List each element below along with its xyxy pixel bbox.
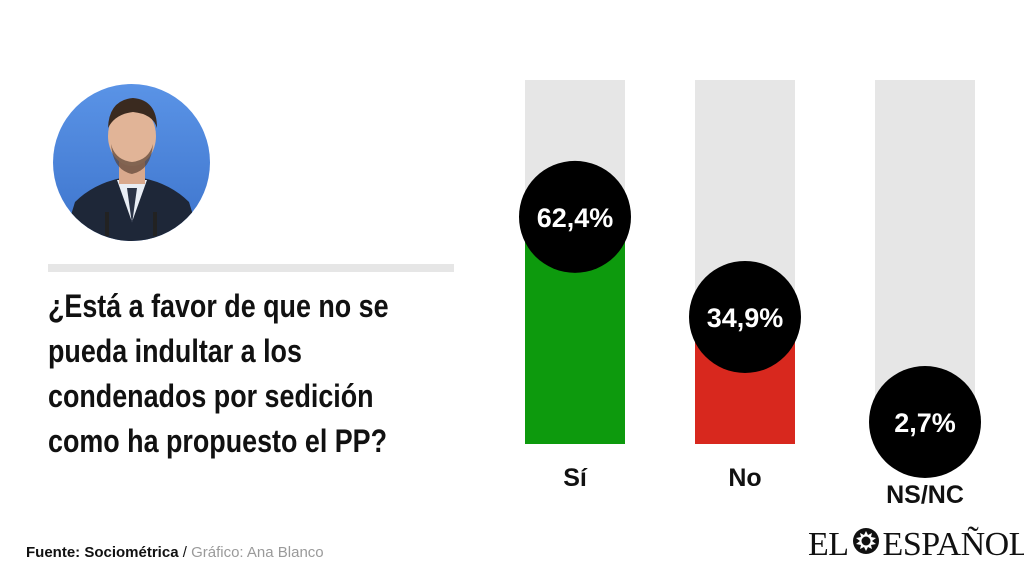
source-text: Fuente: Sociométrica — [26, 544, 179, 561]
el-espanol-logo: EL ESPAÑOL — [808, 526, 1024, 564]
lion-icon — [851, 526, 881, 565]
credit-text: Gráfico: Ana Blanco — [191, 544, 324, 561]
survey-question: ¿Está a favor de que no se pueda indulta… — [48, 288, 389, 459]
logo-text-left: EL — [808, 526, 849, 563]
footer: Fuente: Sociométrica / Gráfico: Ana Blan… — [26, 544, 324, 561]
category-label-1: No — [728, 464, 761, 492]
value-bubble-1 — [689, 260, 801, 373]
footer-separator: / — [178, 544, 192, 561]
category-label-2: NS/NC — [886, 481, 964, 509]
politician-photo — [53, 84, 210, 241]
value-bubble-0 — [519, 160, 631, 273]
value-label-0: 62,4% — [537, 203, 614, 233]
value-label-1: 34,9% — [707, 303, 784, 333]
politician-photo-image — [53, 84, 210, 241]
value-label-2: 2,7% — [894, 408, 956, 438]
divider — [48, 264, 454, 272]
logo-text-right: ESPAÑOL — [882, 526, 1024, 563]
category-label-0: Sí — [563, 464, 588, 492]
value-bubble-2 — [869, 366, 981, 478]
